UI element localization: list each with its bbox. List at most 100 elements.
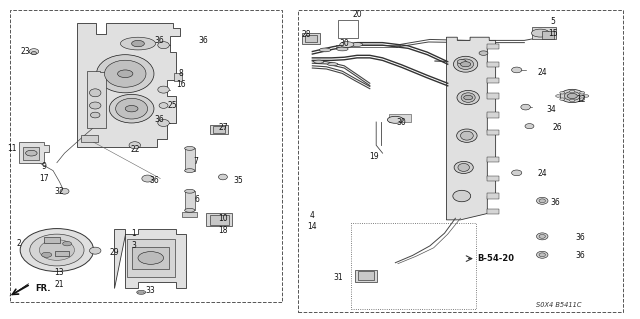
Text: 36: 36 xyxy=(154,115,164,124)
Bar xyxy=(487,113,499,118)
Text: 19: 19 xyxy=(369,152,379,161)
Polygon shape xyxy=(87,70,106,128)
Circle shape xyxy=(461,62,470,67)
Circle shape xyxy=(570,90,575,93)
Ellipse shape xyxy=(521,104,531,110)
Bar xyxy=(23,147,39,160)
Text: 30: 30 xyxy=(339,39,349,48)
Text: 36: 36 xyxy=(575,233,586,242)
Ellipse shape xyxy=(454,161,473,174)
Bar xyxy=(138,292,145,294)
Bar xyxy=(132,247,170,269)
Bar xyxy=(44,237,60,243)
Text: 21: 21 xyxy=(54,279,64,288)
Ellipse shape xyxy=(539,253,545,257)
Ellipse shape xyxy=(539,199,545,203)
Bar xyxy=(358,271,374,280)
Text: 15: 15 xyxy=(548,29,558,38)
Polygon shape xyxy=(447,37,495,220)
Bar xyxy=(351,223,476,309)
Ellipse shape xyxy=(511,170,522,176)
Text: 24: 24 xyxy=(538,68,547,77)
Ellipse shape xyxy=(458,163,469,171)
Text: 24: 24 xyxy=(538,169,547,178)
Ellipse shape xyxy=(351,43,363,47)
Ellipse shape xyxy=(90,112,100,118)
Ellipse shape xyxy=(511,67,522,73)
Bar xyxy=(487,62,499,67)
Text: FR.: FR. xyxy=(35,284,51,293)
Circle shape xyxy=(42,252,52,257)
Ellipse shape xyxy=(158,120,170,126)
Ellipse shape xyxy=(104,60,146,87)
Ellipse shape xyxy=(560,89,584,103)
Text: S0X4 B5411C: S0X4 B5411C xyxy=(536,302,581,308)
Text: 20: 20 xyxy=(352,11,362,19)
Ellipse shape xyxy=(539,234,545,238)
Text: 22: 22 xyxy=(130,145,140,154)
Circle shape xyxy=(138,252,164,264)
Ellipse shape xyxy=(109,94,154,123)
Ellipse shape xyxy=(184,146,195,150)
Ellipse shape xyxy=(536,197,548,204)
Ellipse shape xyxy=(564,92,580,100)
Bar xyxy=(355,270,377,282)
Bar xyxy=(184,148,195,171)
Ellipse shape xyxy=(525,123,534,129)
Bar xyxy=(206,213,232,226)
Ellipse shape xyxy=(158,42,170,49)
Ellipse shape xyxy=(137,290,146,294)
Text: B-54-20: B-54-20 xyxy=(477,254,514,263)
Ellipse shape xyxy=(387,116,403,123)
Ellipse shape xyxy=(184,189,195,193)
Bar xyxy=(487,157,499,162)
Circle shape xyxy=(560,98,565,100)
Ellipse shape xyxy=(116,98,148,119)
Ellipse shape xyxy=(453,190,470,202)
Bar xyxy=(209,215,228,225)
Bar xyxy=(302,33,320,44)
Bar xyxy=(10,10,282,302)
Text: 30: 30 xyxy=(397,117,406,127)
Circle shape xyxy=(132,41,145,47)
Text: 36: 36 xyxy=(149,176,159,185)
Text: 11: 11 xyxy=(8,144,17,153)
Ellipse shape xyxy=(142,175,154,182)
Text: 36: 36 xyxy=(154,36,164,45)
Ellipse shape xyxy=(536,233,548,240)
Bar xyxy=(182,212,197,217)
Ellipse shape xyxy=(90,102,101,109)
Ellipse shape xyxy=(328,63,338,66)
Bar xyxy=(298,10,623,312)
Ellipse shape xyxy=(457,129,477,142)
Ellipse shape xyxy=(184,169,195,173)
Text: 28: 28 xyxy=(301,30,310,39)
Ellipse shape xyxy=(457,90,479,105)
Ellipse shape xyxy=(129,142,141,149)
Bar xyxy=(487,78,499,83)
Text: 1: 1 xyxy=(131,229,136,238)
Polygon shape xyxy=(10,283,29,296)
Ellipse shape xyxy=(31,51,36,55)
Text: 23: 23 xyxy=(20,47,30,56)
Bar xyxy=(127,239,175,277)
Text: 12: 12 xyxy=(576,95,586,104)
Bar xyxy=(487,130,499,135)
Ellipse shape xyxy=(458,59,474,70)
Ellipse shape xyxy=(314,60,324,63)
Text: 31: 31 xyxy=(333,273,342,282)
Text: 9: 9 xyxy=(42,162,47,171)
Circle shape xyxy=(26,150,37,156)
Circle shape xyxy=(125,106,138,112)
Circle shape xyxy=(118,70,133,78)
Circle shape xyxy=(464,95,472,100)
Ellipse shape xyxy=(536,251,548,258)
Text: 6: 6 xyxy=(195,195,200,204)
Ellipse shape xyxy=(120,37,156,50)
Bar xyxy=(81,135,99,142)
Text: 33: 33 xyxy=(146,286,156,295)
Circle shape xyxy=(567,93,577,99)
Ellipse shape xyxy=(97,55,154,93)
Text: 4: 4 xyxy=(310,211,315,219)
Polygon shape xyxy=(115,229,186,288)
